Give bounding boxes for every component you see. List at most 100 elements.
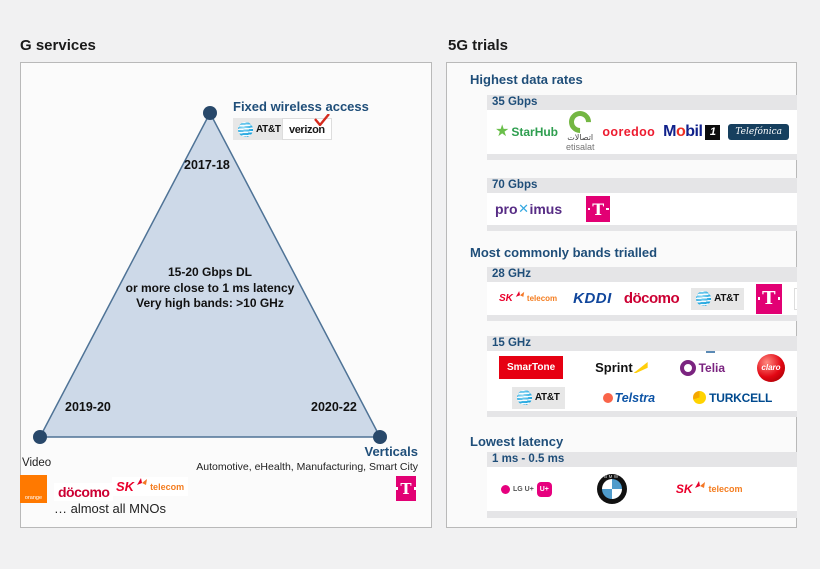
sk-butterfly-icon	[695, 480, 706, 488]
telstra-mark-icon	[602, 392, 613, 403]
att-globe-icon	[696, 291, 712, 306]
section-15ghz-label: 15 GHz	[492, 337, 531, 349]
section-15ghz-logos: SmarTone Sprint Telia claro AT&T	[487, 351, 797, 411]
lg-uplus-logo: LG U+ U+	[501, 481, 552, 497]
section-28ghz-label: 28 GHz	[492, 268, 531, 280]
telstra-logo: Telstra	[602, 391, 655, 405]
center-line-3: Very high bands: >10 GHz	[136, 296, 284, 310]
t-logo-dot	[757, 297, 761, 300]
sk-logo-text: SK	[675, 482, 693, 496]
smartone-logo: SmarTone	[499, 356, 564, 379]
section-70gbps-label: 70 Gbps	[492, 179, 538, 191]
lg-uplus-text: LG U+	[513, 485, 534, 493]
att-logo: AT&T	[233, 118, 286, 140]
deutsche-telekom-logo: T	[586, 196, 611, 222]
starhub-logo-text: StarHub	[511, 125, 559, 139]
mobil-o: o	[675, 123, 686, 140]
section-28ghz: 28 GHz SK telecom KDDI döcomo AT&T T v	[487, 267, 797, 321]
etisalat-logo: اتصالات etisalat	[564, 110, 596, 153]
heading-most-common-bands: Most commonly bands trialled	[470, 245, 658, 260]
mobil1-logo: Mobil 1	[663, 123, 721, 141]
section-70gbps: 70 Gbps pro ✕ imus T	[487, 178, 797, 231]
sk-logo-text: SK	[116, 479, 135, 494]
t-logo-letter: T	[762, 288, 776, 309]
telia-logo: Telia	[679, 351, 726, 376]
sprint-wing-icon	[633, 362, 648, 373]
sk-telecom-text: telecom	[150, 481, 185, 492]
orange-logo: orange	[20, 475, 47, 503]
telia-logo-text: Telia	[698, 360, 726, 375]
sk-butterfly-icon	[515, 290, 525, 297]
period-2017-18: 2017-18	[184, 158, 230, 172]
section-1ms: 1 ms - 0.5 ms LG U+ U+ BMW SK telecom	[487, 452, 797, 518]
left-panel-title: G services	[20, 37, 96, 54]
proximus-logo: pro ✕ imus	[495, 201, 562, 217]
section-15ghz: 15 GHz SmarTone Sprint Telia claro AT&T	[487, 336, 797, 417]
lg-uplus-mark: U+	[536, 481, 552, 497]
period-2019-20: 2019-20	[65, 400, 111, 414]
verizon-logo-text: verizon	[289, 124, 325, 136]
sk-telecom-text: telecom	[526, 294, 558, 303]
lg-circle-icon	[501, 484, 510, 494]
sk-logo-text: SK	[499, 293, 513, 304]
starhub-star-icon: ★	[495, 123, 510, 140]
video-label: Video	[22, 457, 52, 469]
period-2020-22: 2020-22	[311, 400, 357, 414]
att-logo: AT&T	[691, 287, 744, 310]
section-35gbps-label: 35 Gbps	[492, 96, 538, 108]
sk-telecom-logo: SK telecom	[672, 480, 747, 498]
bmw-logo-text: BMW	[604, 474, 620, 479]
sk-telecom-text: telecom	[708, 484, 743, 494]
center-line-1: 15-20 Gbps DL	[167, 265, 253, 279]
t-logo-dot	[777, 297, 781, 300]
right-panel-title: 5G trials	[448, 37, 509, 54]
mobil-m: M	[663, 123, 676, 140]
proximus-pre: pro	[495, 201, 518, 217]
telefonica-logo: Telefónica	[728, 124, 789, 140]
section-1ms-logos: LG U+ U+ BMW SK telecom	[487, 467, 797, 511]
telia-donut-icon	[679, 359, 696, 376]
docomo-logo: döcomo	[54, 483, 114, 501]
section-15ghz-row1: SmarTone Sprint Telia claro	[487, 351, 797, 382]
turkcell-logo: TURKCELL	[693, 391, 772, 405]
sprint-logo: Sprint	[595, 360, 648, 375]
att-logo-text: AT&T	[534, 392, 560, 403]
bmw-roundel-icon	[601, 479, 622, 499]
bmw-logo: BMW	[596, 474, 627, 504]
turkcell-logo-text: TURKCELL	[709, 390, 773, 405]
triangle-roadmap-graphic	[33, 106, 387, 444]
t-logo-dot	[587, 207, 591, 211]
att-logo-text: AT&T	[714, 293, 739, 304]
verizon-logo: verizon	[793, 287, 797, 310]
t-logo-letter: T	[400, 479, 412, 498]
telia-dash-icon	[705, 351, 715, 353]
heading-highest-data-rates: Highest data rates	[470, 72, 583, 87]
section-35gbps: 35 Gbps ★ StarHub اتصالات etisalat oored…	[487, 95, 797, 160]
sk-butterfly-icon	[137, 478, 148, 485]
claro-logo: claro	[756, 353, 785, 382]
t-logo-dot	[606, 207, 609, 211]
section-1ms-label: 1 ms - 0.5 ms	[492, 453, 565, 465]
att-globe-icon	[238, 121, 253, 137]
apex-node-dot	[203, 106, 217, 120]
kddi-logo: KDDI	[573, 290, 612, 307]
etisalat-arabic-text: اتصالات	[567, 133, 594, 143]
etisalat-logo-text: etisalat	[565, 141, 595, 152]
att-logo-text: AT&T	[256, 123, 281, 135]
mobil-bil: bil	[685, 123, 703, 140]
turkcell-swirl-icon	[693, 391, 707, 404]
fixed-wireless-access-label: Fixed wireless access	[233, 99, 369, 114]
t-logo-letter: T	[592, 199, 605, 219]
mobil-logo-text: Mobil	[663, 123, 703, 141]
sk-telecom-logo: SK telecom	[112, 477, 189, 496]
almost-all-mnos-note: … almost all MNOs	[54, 501, 166, 516]
heading-lowest-latency: Lowest latency	[470, 434, 564, 449]
section-28ghz-logos: SK telecom KDDI döcomo AT&T T verizon	[487, 282, 797, 315]
verizon-logo: verizon	[282, 114, 332, 140]
deutsche-telekom-logo: T	[396, 476, 416, 501]
sprint-logo-text: Sprint	[595, 360, 633, 375]
section-70gbps-logos: pro ✕ imus T	[487, 193, 797, 225]
mobil-one-box: 1	[705, 124, 721, 140]
bottom-left-node-dot	[33, 430, 47, 444]
